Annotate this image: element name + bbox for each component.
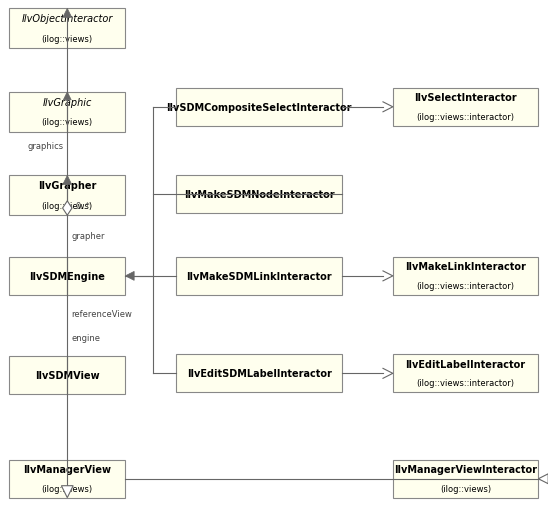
Polygon shape — [538, 474, 548, 484]
Text: IlvEditSDMLabelInteractor: IlvEditSDMLabelInteractor — [187, 369, 331, 379]
FancyBboxPatch shape — [176, 355, 342, 392]
Text: IlvManagerViewInteractor: IlvManagerViewInteractor — [394, 465, 537, 474]
Text: IlvManagerView: IlvManagerView — [23, 465, 111, 474]
Polygon shape — [63, 201, 72, 216]
FancyBboxPatch shape — [9, 357, 125, 394]
FancyBboxPatch shape — [176, 258, 342, 295]
Text: IlvObjectInteractor: IlvObjectInteractor — [22, 14, 113, 24]
Text: referenceView: referenceView — [71, 310, 132, 319]
FancyBboxPatch shape — [9, 176, 125, 216]
Polygon shape — [61, 486, 73, 497]
FancyBboxPatch shape — [176, 89, 342, 126]
Text: (ilog::views::interactor): (ilog::views::interactor) — [416, 281, 515, 290]
Text: (ilog::views::interactor): (ilog::views::interactor) — [416, 113, 515, 122]
FancyBboxPatch shape — [9, 93, 125, 132]
Text: graphics: graphics — [27, 142, 63, 151]
Text: IlvGraphic: IlvGraphic — [43, 97, 92, 108]
Text: IlvGrapher: IlvGrapher — [38, 181, 97, 191]
FancyBboxPatch shape — [9, 258, 125, 295]
Text: IlvEditLabelInteractor: IlvEditLabelInteractor — [405, 359, 525, 369]
Text: (ilog::views::interactor): (ilog::views::interactor) — [416, 379, 515, 387]
Text: IlvSelectInteractor: IlvSelectInteractor — [414, 93, 517, 103]
Text: IlvMakeLinkInteractor: IlvMakeLinkInteractor — [405, 262, 526, 272]
Text: grapher: grapher — [71, 231, 105, 240]
FancyBboxPatch shape — [393, 355, 538, 392]
Text: IlvMakeSDMNodeInteractor: IlvMakeSDMNodeInteractor — [183, 190, 334, 200]
Text: (ilog::views): (ilog::views) — [440, 484, 491, 493]
Text: (ilog::views): (ilog::views) — [42, 201, 93, 211]
FancyBboxPatch shape — [9, 9, 125, 49]
FancyBboxPatch shape — [393, 258, 538, 295]
Text: (ilog::views): (ilog::views) — [42, 484, 93, 493]
Text: IlvSDMCompositeSelectInteractor: IlvSDMCompositeSelectInteractor — [166, 103, 352, 113]
FancyBboxPatch shape — [9, 460, 125, 497]
Text: IlvSDMView: IlvSDMView — [35, 371, 100, 381]
Text: IlvSDMEngine: IlvSDMEngine — [29, 271, 105, 281]
Text: (ilog::views): (ilog::views) — [42, 118, 93, 127]
Text: engine: engine — [71, 333, 100, 342]
FancyBboxPatch shape — [393, 89, 538, 126]
FancyBboxPatch shape — [176, 176, 342, 214]
FancyBboxPatch shape — [393, 460, 538, 497]
Text: (ilog::views): (ilog::views) — [42, 35, 93, 43]
Polygon shape — [125, 272, 134, 281]
Polygon shape — [63, 9, 72, 18]
Polygon shape — [63, 93, 71, 100]
Polygon shape — [63, 176, 72, 185]
Text: 0..*: 0..* — [75, 202, 90, 211]
Text: IlvMakeSDMLinkInteractor: IlvMakeSDMLinkInteractor — [186, 271, 332, 281]
